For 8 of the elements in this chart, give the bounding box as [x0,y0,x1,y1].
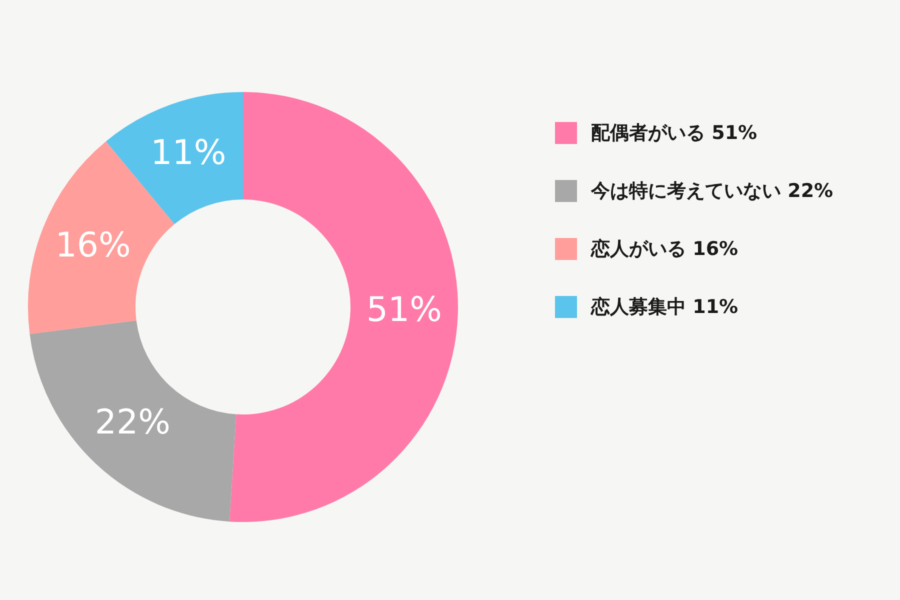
data-label: 51% [366,290,442,330]
legend-label: 今は特に考えていない 22% [591,179,834,204]
data-label: 22% [94,402,170,442]
data-label: 11% [150,133,226,174]
legend-label: 恋人がいる 16% [591,237,738,262]
data-label: 16% [55,225,131,266]
legend-label: 配偶者がいる 51% [591,121,758,146]
legend-label: 恋人募集中 11% [591,295,738,320]
